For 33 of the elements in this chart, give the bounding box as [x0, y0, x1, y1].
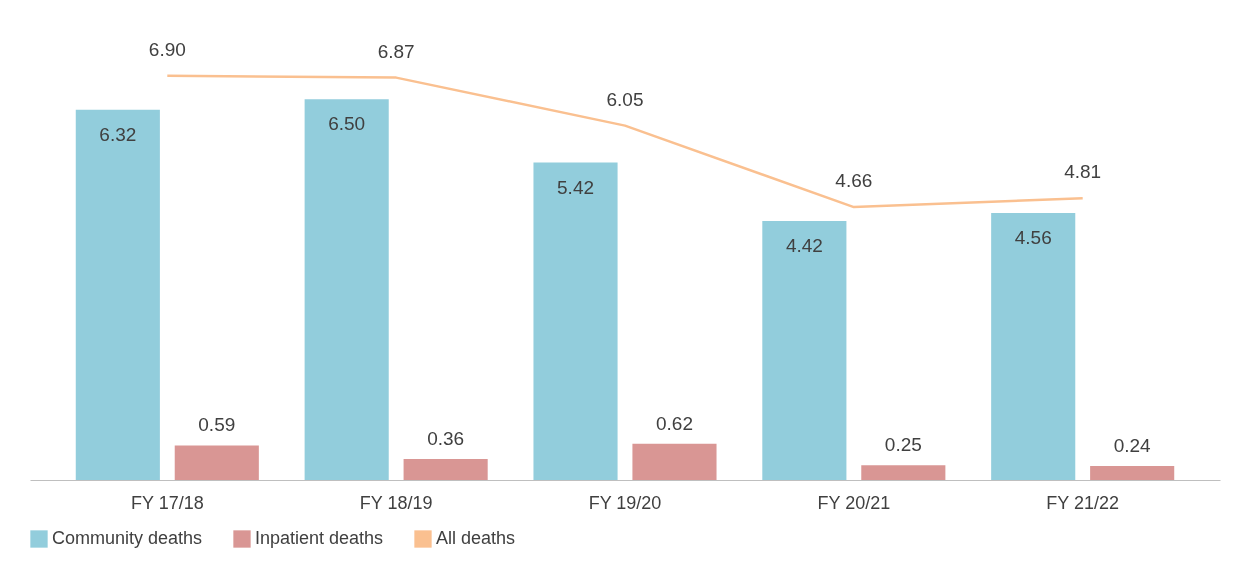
x-tick-label: FY 17/18: [130, 492, 204, 513]
data-label: 0.59: [198, 414, 236, 436]
data-label: 4.42: [785, 235, 823, 257]
x-tick-label: FY 18/19: [359, 492, 433, 513]
data-label: 5.42: [557, 176, 595, 198]
bar: [861, 465, 946, 480]
bar: [533, 162, 618, 480]
legend-label: Community deaths: [52, 528, 203, 548]
data-label: 4.66: [835, 170, 873, 192]
legend-label: All deaths: [436, 528, 516, 548]
bar: [632, 443, 717, 480]
bar: [403, 458, 488, 480]
data-label: 0.24: [1113, 434, 1152, 456]
data-label: 0.25: [884, 434, 922, 456]
x-tick-label: FY 20/21: [817, 492, 891, 513]
data-label: 6.50: [328, 113, 366, 135]
bar: [1090, 465, 1175, 480]
data-label: 4.56: [1014, 226, 1052, 248]
x-tick-label: FY 19/20: [588, 492, 662, 513]
bar: [174, 445, 259, 480]
data-label: 6.90: [148, 38, 186, 60]
bar: [75, 109, 160, 480]
data-label: 6.87: [377, 40, 415, 62]
data-label: 0.36: [427, 427, 465, 449]
bar: [304, 99, 389, 480]
bar: [762, 221, 847, 480]
data-label: 0.62: [655, 412, 693, 434]
data-label: 4.81: [1064, 161, 1102, 183]
data-label: 6.05: [606, 88, 644, 110]
bar: [991, 212, 1076, 480]
x-tick-label: FY 21/22: [1046, 492, 1120, 513]
legend-label: Inpatient deaths: [255, 528, 384, 548]
data-label: 6.32: [99, 123, 137, 145]
